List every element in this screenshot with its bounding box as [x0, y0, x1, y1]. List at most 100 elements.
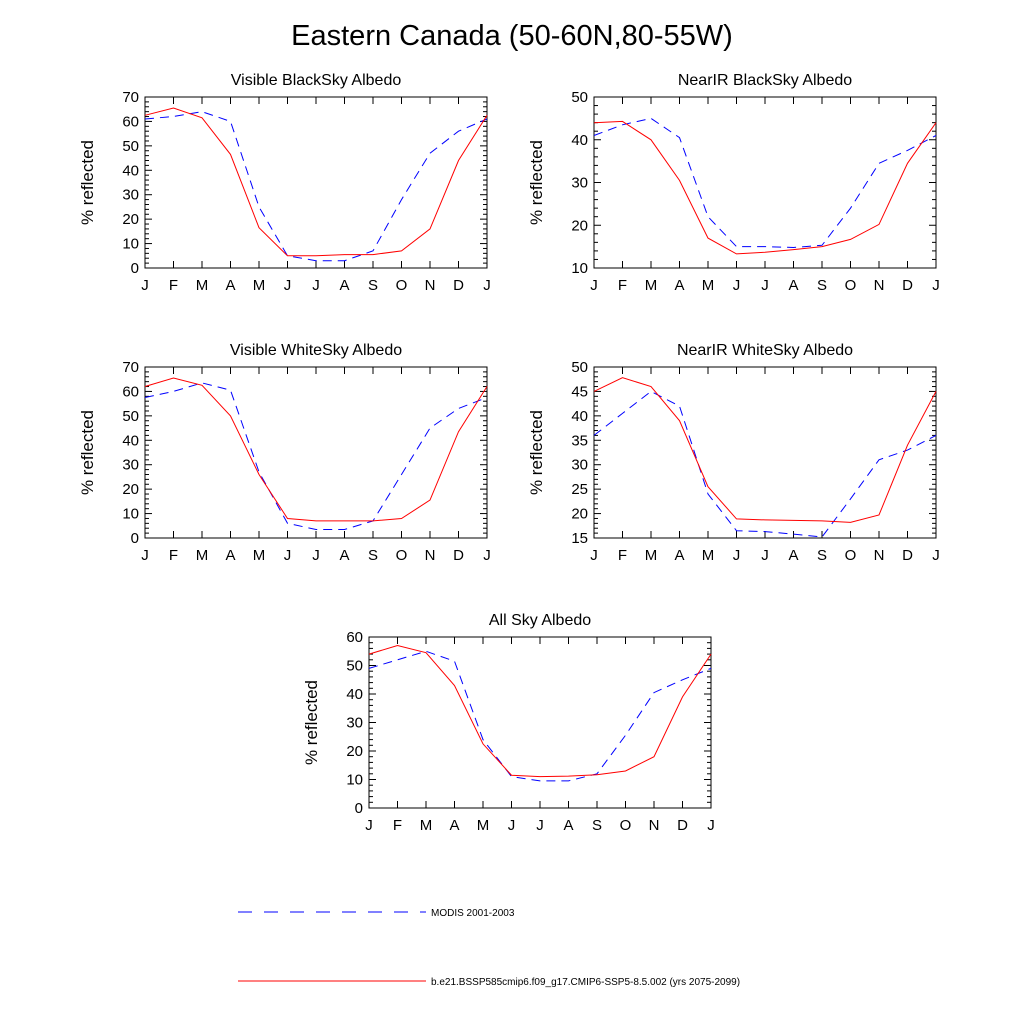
y-tick-label: 50: [346, 658, 363, 675]
series-line-modis: [144, 111, 488, 262]
series-line-modis: [368, 650, 712, 782]
x-tick-label: J: [932, 547, 940, 564]
series-line-model: [593, 120, 937, 255]
x-tick-label: M: [253, 547, 266, 564]
x-tick-label: J: [707, 817, 715, 834]
x-tick-label: D: [902, 547, 913, 564]
series-line-modis: [144, 382, 488, 530]
x-tick-label: A: [449, 817, 459, 834]
x-tick-label: F: [618, 547, 627, 564]
x-tick-label: M: [420, 817, 433, 834]
x-tick-label: J: [483, 547, 491, 564]
y-tick-label: 10: [122, 236, 139, 253]
y-tick-label: 70: [122, 89, 139, 106]
y-tick-label: 70: [122, 359, 139, 376]
x-tick-label: O: [845, 547, 857, 564]
series-line-modis: [593, 390, 937, 538]
y-tick-label: 50: [571, 89, 588, 106]
x-tick-label: M: [645, 547, 658, 564]
x-tick-label: M: [477, 817, 490, 834]
plot-frame: [368, 636, 712, 809]
chart-panel-2: NearIR BlackSky Albedo % reflected 10 20 30 4…: [527, 72, 940, 294]
y-axis-label: % reflected: [527, 410, 546, 495]
y-axis-label: % reflected: [527, 140, 546, 225]
x-tick-label: J: [733, 547, 741, 564]
y-tick-label: 40: [571, 132, 588, 149]
panel-title: NearIR WhiteSky Albedo: [677, 342, 853, 359]
series-line-model: [368, 644, 712, 778]
x-tick-label: M: [702, 547, 715, 564]
chart-panel-4: NearIR WhiteSky Albedo % reflected 15 20 25 3…: [527, 342, 940, 564]
x-tick-label: A: [339, 277, 349, 294]
y-axis-label: % reflected: [78, 140, 97, 225]
page-title: Eastern Canada (50-60N,80-55W): [291, 20, 733, 52]
y-tick-label: 0: [355, 800, 363, 817]
series-line-model: [144, 107, 488, 257]
y-tick-label: 10: [122, 506, 139, 523]
x-tick-label: A: [674, 277, 684, 294]
x-tick-label: J: [761, 547, 769, 564]
x-tick-label: O: [845, 277, 857, 294]
y-tick-label: 20: [571, 217, 588, 234]
y-tick-label: 20: [571, 506, 588, 523]
y-tick-label: 35: [571, 432, 588, 449]
x-tick-label: J: [141, 547, 149, 564]
x-tick-label: F: [618, 277, 627, 294]
x-tick-label: J: [761, 277, 769, 294]
x-tick-label: J: [590, 277, 598, 294]
x-tick-label: F: [169, 277, 178, 294]
plot-frame: [144, 96, 488, 269]
y-tick-label: 20: [122, 211, 139, 228]
y-tick-label: 30: [346, 715, 363, 732]
y-tick-label: 60: [346, 629, 363, 646]
x-tick-label: M: [253, 277, 266, 294]
x-tick-label: N: [425, 547, 436, 564]
y-tick-label: 50: [122, 408, 139, 425]
plot-frame: [593, 96, 937, 269]
legend-label-model: b.e21.BSSP585cmip6.f09_g17.CMIP6-SSP5-8.…: [431, 977, 740, 988]
x-tick-label: M: [645, 277, 658, 294]
x-tick-label: J: [733, 277, 741, 294]
y-tick-label: 0: [131, 260, 139, 277]
y-axis-label: % reflected: [78, 410, 97, 495]
x-tick-label: J: [365, 817, 373, 834]
x-tick-label: S: [368, 547, 378, 564]
y-tick-label: 30: [571, 175, 588, 192]
series-line-model: [144, 377, 488, 522]
panel-title: Visible WhiteSky Albedo: [230, 342, 402, 359]
x-tick-label: D: [677, 817, 688, 834]
x-tick-label: J: [141, 277, 149, 294]
x-tick-label: M: [196, 547, 209, 564]
x-tick-label: J: [508, 817, 516, 834]
x-tick-label: A: [674, 547, 684, 564]
x-tick-label: A: [788, 277, 798, 294]
y-tick-label: 40: [346, 686, 363, 703]
series-line-modis: [593, 117, 937, 249]
y-tick-label: 30: [122, 457, 139, 474]
y-tick-label: 25: [571, 481, 588, 498]
x-tick-label: J: [312, 277, 320, 294]
series-line-model: [593, 377, 937, 523]
x-tick-label: D: [902, 277, 913, 294]
x-tick-label: D: [453, 277, 464, 294]
x-tick-label: J: [932, 277, 940, 294]
y-tick-label: 10: [346, 772, 363, 789]
x-tick-label: F: [169, 547, 178, 564]
x-tick-label: M: [702, 277, 715, 294]
x-tick-label: J: [590, 547, 598, 564]
chart-panel-3: Visible WhiteSky Albedo % reflected 0 10 20 3…: [78, 342, 491, 564]
x-tick-label: J: [483, 277, 491, 294]
chart-panel-1: Visible BlackSky Albedo % reflected 0 10 20 3…: [78, 72, 491, 294]
y-tick-label: 50: [571, 359, 588, 376]
x-tick-label: A: [788, 547, 798, 564]
x-tick-label: S: [368, 277, 378, 294]
x-tick-label: F: [393, 817, 402, 834]
x-tick-label: A: [225, 547, 235, 564]
x-tick-label: O: [396, 277, 408, 294]
x-tick-label: J: [536, 817, 544, 834]
y-tick-label: 0: [131, 530, 139, 547]
x-tick-label: S: [817, 277, 827, 294]
panel-title: Visible BlackSky Albedo: [231, 72, 402, 89]
x-tick-label: S: [592, 817, 602, 834]
